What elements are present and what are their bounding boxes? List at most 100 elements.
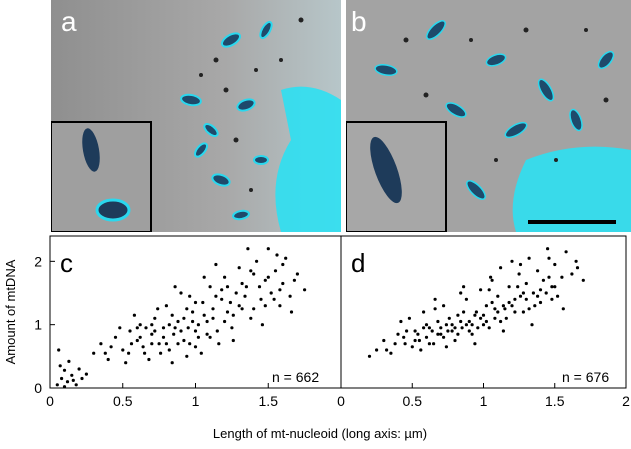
scatter-point xyxy=(403,342,407,346)
scatter-point xyxy=(581,278,585,282)
scatter-point xyxy=(527,256,531,260)
scatter-point xyxy=(484,319,488,324)
y-tick-label: 2 xyxy=(34,253,42,269)
scatter-point xyxy=(237,266,241,270)
scatter-point xyxy=(473,313,477,317)
panel-label-c: c xyxy=(60,248,73,278)
scatter-point xyxy=(295,272,299,276)
scatter-point xyxy=(516,285,520,289)
scatter-point xyxy=(278,304,282,308)
n-label-d: n = 676 xyxy=(562,369,609,385)
scatter-point xyxy=(246,247,250,251)
scatter-point xyxy=(231,313,235,317)
scatter-point xyxy=(450,329,454,333)
y-axis-label: Amount of mtDNA xyxy=(3,259,18,364)
scatter-point xyxy=(240,281,244,286)
scatter-point xyxy=(518,294,523,298)
scatter-point xyxy=(499,266,503,270)
scatter-point xyxy=(173,326,177,330)
scatter-point xyxy=(138,323,142,327)
scatter-point xyxy=(196,335,200,339)
scatter-point xyxy=(456,313,460,317)
scatter-point xyxy=(57,348,61,352)
scatter-point xyxy=(150,332,154,336)
scatter-point xyxy=(487,288,491,292)
scatter-point xyxy=(135,326,139,330)
micrograph-panel-a: a xyxy=(51,0,341,232)
scatter-point xyxy=(215,329,219,333)
scatter-point xyxy=(419,348,423,352)
scatter-point xyxy=(260,323,264,327)
scatter-point xyxy=(382,338,386,343)
scatter-point xyxy=(547,275,551,279)
scatter-point xyxy=(109,345,113,349)
scatter-point xyxy=(164,342,168,346)
scatter-point xyxy=(574,259,578,263)
scatter-point xyxy=(243,294,247,298)
chart-c-frame xyxy=(49,235,342,389)
scatter-point xyxy=(459,291,463,295)
scatter-point xyxy=(570,272,574,276)
scatter-point xyxy=(225,310,230,314)
scatter-point xyxy=(470,323,474,327)
scatter-point xyxy=(230,326,234,330)
scatter-point xyxy=(164,304,168,308)
scatter-point xyxy=(182,338,186,343)
micrograph-panel-b: b xyxy=(346,0,631,232)
scatter-point xyxy=(231,338,235,343)
scatter-point xyxy=(536,294,540,298)
scatter-point xyxy=(510,259,514,263)
x-tick-label: 2 xyxy=(622,393,630,409)
scatter-point xyxy=(464,323,468,327)
scatter-point xyxy=(530,323,534,327)
scatter-point xyxy=(121,348,125,352)
scatter-point xyxy=(501,329,505,333)
scatter-point xyxy=(62,385,67,389)
scatter-point xyxy=(444,345,448,349)
scatter-point xyxy=(575,266,580,270)
scatter-point xyxy=(118,326,122,330)
scatter-point xyxy=(113,335,118,339)
chart-d-frame xyxy=(340,235,627,389)
scatter-point xyxy=(263,278,267,282)
y-tick-label: 0 xyxy=(34,380,42,396)
scatter-point xyxy=(92,351,96,355)
scatter-point xyxy=(257,285,262,289)
scatter-point xyxy=(462,310,466,314)
scatter-point xyxy=(453,338,457,343)
scatter-point xyxy=(80,376,84,381)
scatter-point xyxy=(524,297,528,301)
scatter-point xyxy=(141,345,145,349)
scatter-point xyxy=(546,247,550,251)
scatter-point xyxy=(143,351,147,355)
scatter-point xyxy=(62,368,67,372)
scatter-point xyxy=(556,294,560,298)
n-label-c: n = 662 xyxy=(272,369,319,385)
scatter-point xyxy=(473,342,477,346)
scatter-charts: 0 0.5 1 1.5 0 1 2 0 0.5 1 1.5 2 c d n = 662 n = 676… xyxy=(0,232,631,444)
scatter-point xyxy=(474,310,478,314)
scatter-point xyxy=(538,300,543,305)
scatter-point xyxy=(444,323,448,327)
scatter-point xyxy=(252,272,256,276)
x-tick-label: 1 xyxy=(192,393,200,409)
scatter-point xyxy=(278,288,282,292)
scatter-point xyxy=(467,319,471,324)
scatter-point xyxy=(214,262,218,267)
scatter-point xyxy=(191,319,195,324)
y-tick-label: 1 xyxy=(34,317,42,333)
scatter-point xyxy=(547,256,551,260)
scatter-point xyxy=(186,326,190,330)
scatter-point xyxy=(442,335,446,339)
scatter-point xyxy=(413,338,417,343)
scatter-point xyxy=(447,316,451,320)
scatter-point xyxy=(527,307,531,311)
scatter-point xyxy=(147,357,151,362)
scatter-point xyxy=(289,310,294,314)
scatter-point xyxy=(467,329,471,333)
scatter-point xyxy=(153,316,157,320)
scatter-point xyxy=(433,297,437,301)
scatter-point xyxy=(170,313,174,317)
scatter-point xyxy=(433,307,437,311)
scatter-point xyxy=(255,259,259,263)
